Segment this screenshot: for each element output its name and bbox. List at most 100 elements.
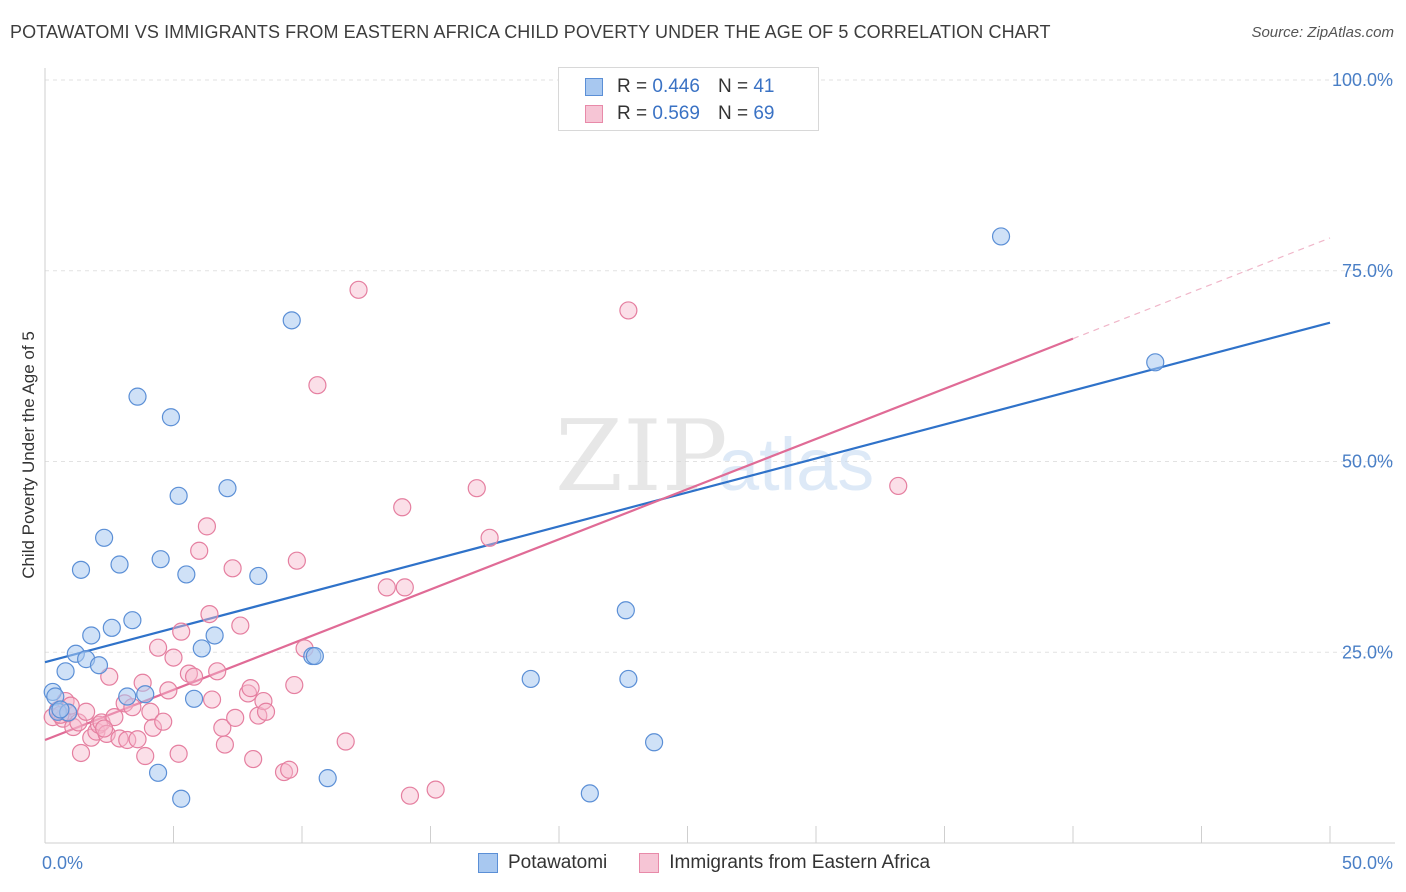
data-point-eastern-africa bbox=[110, 729, 129, 748]
legend-n-label: N = bbox=[717, 76, 749, 97]
trendline-eastern-africa bbox=[44, 337, 1074, 742]
data-point-eastern-africa bbox=[197, 517, 217, 536]
legend-r-value: 0.446 bbox=[652, 76, 700, 97]
data-point-potawatomi bbox=[51, 700, 70, 719]
data-point-potawatomi bbox=[123, 611, 142, 630]
data-point-eastern-africa bbox=[118, 730, 137, 750]
data-point-potawatomi bbox=[95, 528, 114, 547]
data-point-potawatomi bbox=[89, 656, 109, 675]
data-point-potawatomi bbox=[616, 601, 635, 620]
data-point-potawatomi bbox=[177, 565, 196, 584]
y-axis-label: Child Poverty Under the Age of 5 bbox=[19, 331, 38, 579]
data-point-potawatomi bbox=[161, 408, 181, 427]
data-point-potawatomi bbox=[218, 479, 237, 498]
data-point-eastern-africa bbox=[619, 301, 638, 320]
data-point-eastern-africa bbox=[241, 679, 260, 698]
data-point-eastern-africa bbox=[377, 578, 396, 597]
data-point-eastern-africa bbox=[395, 578, 414, 597]
data-point-eastern-africa bbox=[256, 702, 276, 721]
data-point-eastern-africa bbox=[226, 708, 245, 727]
data-point-potawatomi bbox=[184, 689, 204, 708]
data-point-eastern-africa bbox=[400, 786, 420, 805]
data-point-potawatomi bbox=[56, 662, 75, 681]
data-point-potawatomi bbox=[1146, 353, 1165, 372]
legend-row-potawatomi: R = 0.446 N = 41 bbox=[585, 75, 774, 99]
data-point-eastern-africa bbox=[128, 730, 147, 749]
grid bbox=[45, 79, 1395, 653]
series-legend: Potawatomi Immigrants from Eastern Afric… bbox=[478, 852, 962, 874]
chart-title: POTAWATOMI VS IMMIGRANTS FROM EASTERN AF… bbox=[10, 22, 1051, 42]
data-point-eastern-africa bbox=[208, 662, 227, 681]
data-point-eastern-africa bbox=[349, 280, 368, 299]
data-point-eastern-africa bbox=[480, 528, 499, 547]
data-point-eastern-africa bbox=[280, 760, 299, 779]
data-point-potawatomi bbox=[318, 769, 337, 788]
data-point-eastern-africa bbox=[154, 712, 173, 731]
data-point-potawatomi bbox=[151, 550, 170, 569]
data-point-eastern-africa bbox=[184, 667, 204, 686]
data-point-potawatomi bbox=[249, 566, 268, 586]
data-point-eastern-africa bbox=[254, 691, 273, 711]
x-tick-label: 50.0% bbox=[1342, 853, 1393, 873]
data-point-eastern-africa bbox=[105, 708, 124, 727]
legend-n-value: 69 bbox=[753, 103, 775, 124]
data-point-potawatomi bbox=[644, 733, 664, 752]
watermark-zip: ZIP bbox=[555, 400, 728, 514]
data-point-eastern-africa bbox=[215, 735, 234, 754]
data-point-eastern-africa bbox=[223, 559, 242, 578]
data-point-potawatomi bbox=[172, 789, 191, 808]
data-point-eastern-africa bbox=[202, 690, 222, 709]
data-point-eastern-africa bbox=[200, 604, 219, 624]
trendline-eastern-africa-extension bbox=[1072, 237, 1331, 340]
data-point-potawatomi bbox=[118, 687, 137, 706]
data-point-potawatomi bbox=[282, 311, 301, 330]
data-point-eastern-africa bbox=[889, 476, 908, 496]
data-point-potawatomi bbox=[148, 763, 168, 782]
data-point-potawatomi bbox=[619, 669, 638, 689]
data-point-potawatomi bbox=[305, 646, 324, 666]
legend-n-label: N = bbox=[717, 103, 749, 124]
data-point-eastern-africa bbox=[136, 746, 155, 766]
data-point-eastern-africa bbox=[287, 551, 306, 570]
data-point-eastern-africa bbox=[308, 376, 327, 395]
legend-r-label: R = bbox=[617, 76, 648, 97]
y-tick-label: 25.0% bbox=[1342, 642, 1393, 662]
watermark: ZIP atlas bbox=[555, 400, 874, 514]
data-point-potawatomi bbox=[136, 685, 155, 704]
series-name: Potawatomi bbox=[508, 852, 608, 873]
data-point-potawatomi bbox=[192, 639, 211, 658]
data-point-potawatomi bbox=[521, 669, 540, 689]
series-swatch-pink bbox=[639, 853, 660, 873]
x-tick-label: 0.0% bbox=[42, 853, 83, 873]
data-point-eastern-africa bbox=[393, 498, 412, 517]
y-tick-label: 100.0% bbox=[1332, 70, 1393, 90]
data-point-potawatomi bbox=[580, 784, 599, 803]
legend-r-label: R = bbox=[617, 103, 648, 124]
data-point-eastern-africa bbox=[231, 616, 250, 635]
data-point-potawatomi bbox=[82, 626, 101, 645]
data-point-eastern-africa bbox=[148, 638, 168, 657]
data-point-eastern-africa bbox=[190, 541, 209, 560]
data-point-eastern-africa bbox=[426, 780, 445, 799]
data-points bbox=[43, 70, 1165, 808]
y-tick-label: 50.0% bbox=[1342, 452, 1393, 472]
data-point-potawatomi bbox=[71, 560, 91, 579]
data-point-eastern-africa bbox=[336, 732, 355, 751]
trendline-potawatomi bbox=[44, 321, 1331, 664]
data-point-eastern-africa bbox=[95, 719, 114, 738]
legend-swatch-blue bbox=[585, 78, 603, 96]
source-label: Source: ZipAtlas.com bbox=[1251, 24, 1394, 41]
data-point-eastern-africa bbox=[77, 702, 96, 721]
data-point-eastern-africa bbox=[159, 681, 178, 700]
y-tick-label: 75.0% bbox=[1342, 261, 1393, 281]
data-point-potawatomi bbox=[110, 555, 129, 574]
trendlines bbox=[44, 237, 1331, 742]
data-point-potawatomi bbox=[205, 626, 224, 645]
correlation-legend: R = 0.446 N = 41 R = 0.569 N = 69 bbox=[558, 67, 819, 131]
series-legend-item-potawatomi: Potawatomi bbox=[478, 852, 607, 874]
series-name: Immigrants from Eastern Africa bbox=[669, 852, 931, 873]
data-point-potawatomi bbox=[169, 486, 188, 505]
data-point-eastern-africa bbox=[143, 718, 163, 737]
tick-labels: 100.0% 75.0% 50.0% 25.0% 0.0% 50.0% bbox=[42, 70, 1393, 873]
data-point-eastern-africa bbox=[169, 744, 188, 763]
